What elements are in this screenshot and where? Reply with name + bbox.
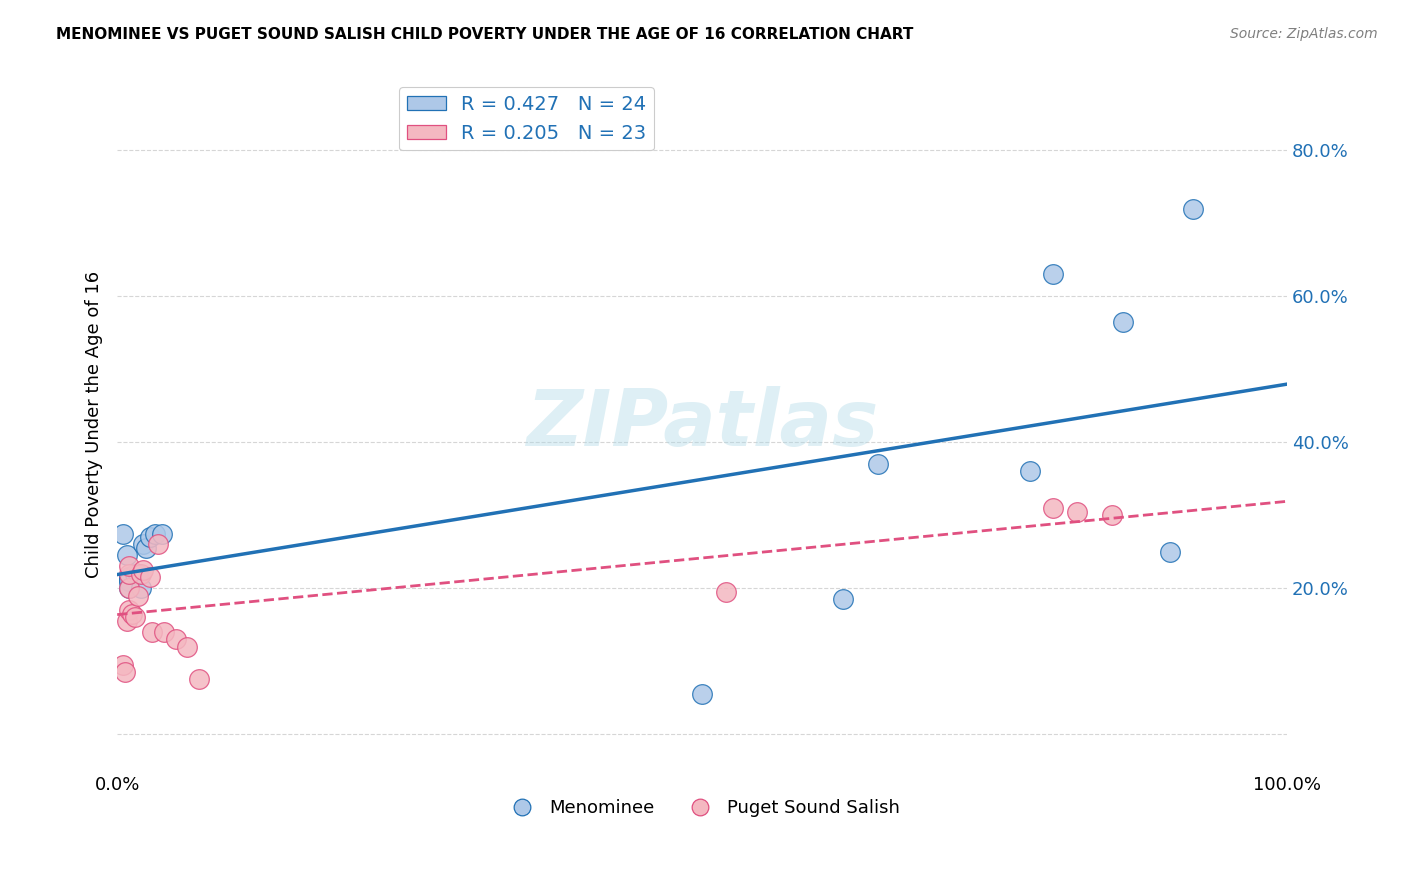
- Point: [165, 632, 187, 647]
- Text: Source: ZipAtlas.com: Source: ZipAtlas.com: [1230, 27, 1378, 41]
- Point: [118, 581, 141, 595]
- Y-axis label: Child Poverty Under the Age of 16: Child Poverty Under the Age of 16: [86, 270, 103, 578]
- Point: [141, 625, 163, 640]
- Point: [132, 537, 155, 551]
- Point: [690, 687, 713, 701]
- Point: [118, 559, 141, 574]
- Point: [150, 526, 173, 541]
- Point: [115, 549, 138, 563]
- Point: [1101, 508, 1123, 523]
- Point: [132, 563, 155, 577]
- Point: [129, 566, 152, 581]
- Point: [118, 603, 141, 617]
- Point: [1066, 505, 1088, 519]
- Point: [127, 566, 149, 581]
- Point: [1042, 268, 1064, 282]
- Point: [114, 665, 136, 680]
- Point: [118, 566, 141, 581]
- Point: [1182, 202, 1205, 216]
- Text: ZIPatlas: ZIPatlas: [526, 386, 879, 462]
- Point: [118, 570, 141, 584]
- Point: [714, 585, 737, 599]
- Point: [118, 570, 141, 584]
- Point: [139, 530, 162, 544]
- Point: [115, 614, 138, 628]
- Point: [124, 566, 146, 581]
- Legend: Menominee, Puget Sound Salish: Menominee, Puget Sound Salish: [498, 791, 907, 824]
- Point: [1112, 315, 1135, 329]
- Point: [118, 581, 141, 595]
- Point: [139, 570, 162, 584]
- Point: [112, 526, 135, 541]
- Point: [118, 570, 141, 584]
- Point: [124, 610, 146, 624]
- Point: [153, 625, 176, 640]
- Point: [127, 589, 149, 603]
- Point: [188, 673, 211, 687]
- Point: [112, 657, 135, 672]
- Point: [831, 592, 853, 607]
- Point: [176, 640, 198, 654]
- Point: [1018, 465, 1040, 479]
- Point: [866, 457, 889, 471]
- Point: [135, 541, 157, 555]
- Point: [118, 574, 141, 588]
- Point: [1042, 500, 1064, 515]
- Point: [129, 581, 152, 595]
- Point: [1159, 545, 1181, 559]
- Point: [118, 574, 141, 588]
- Text: MENOMINEE VS PUGET SOUND SALISH CHILD POVERTY UNDER THE AGE OF 16 CORRELATION CH: MENOMINEE VS PUGET SOUND SALISH CHILD PO…: [56, 27, 914, 42]
- Point: [146, 537, 169, 551]
- Point: [143, 526, 166, 541]
- Point: [121, 607, 143, 621]
